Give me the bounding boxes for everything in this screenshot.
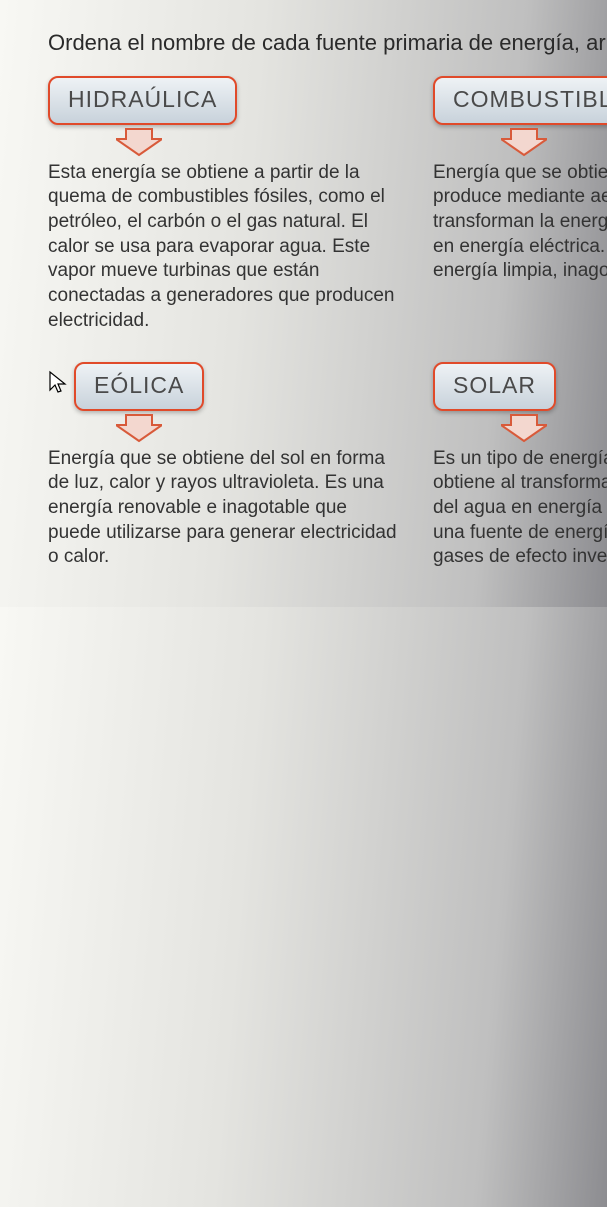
cell-eolica: EÓLICA Energía que se obtiene del sol en… bbox=[48, 362, 405, 595]
pill-eolica[interactable]: EÓLICA bbox=[74, 362, 204, 411]
desc-solar: Es un tipo de energía renovable que se o… bbox=[433, 447, 607, 570]
cell-hidraulica: HIDRAÚLICA Esta energía se obtiene a par… bbox=[48, 76, 405, 334]
arrow-down-icon bbox=[116, 127, 162, 157]
arrow-down-icon bbox=[501, 413, 547, 443]
pill-hidraulica[interactable]: HIDRAÚLICA bbox=[48, 76, 237, 125]
desc-hidraulica: Esta energía se obtiene a partir de la q… bbox=[48, 161, 405, 334]
energy-grid: HIDRAÚLICA Esta energía se obtiene a par… bbox=[48, 76, 607, 595]
desc-combustibles: Energía que se obtiene del viento. Se pr… bbox=[433, 161, 607, 284]
arrow-down-icon bbox=[116, 413, 162, 443]
pill-combustibles[interactable]: COMBUSTIBLES FÓSILES bbox=[433, 76, 607, 125]
cell-solar: SOLAR Es un tipo de energía renovable qu… bbox=[433, 362, 607, 595]
cell-combustibles: COMBUSTIBLES FÓSILES Energía que se obti… bbox=[433, 76, 607, 334]
instruction-text: Ordena el nombre de cada fuente primaria… bbox=[48, 28, 607, 58]
cursor-icon bbox=[48, 370, 68, 400]
desc-eolica: Energía que se obtiene del sol en forma … bbox=[48, 447, 405, 570]
arrow-down-icon bbox=[501, 127, 547, 157]
pill-solar[interactable]: SOLAR bbox=[433, 362, 556, 411]
